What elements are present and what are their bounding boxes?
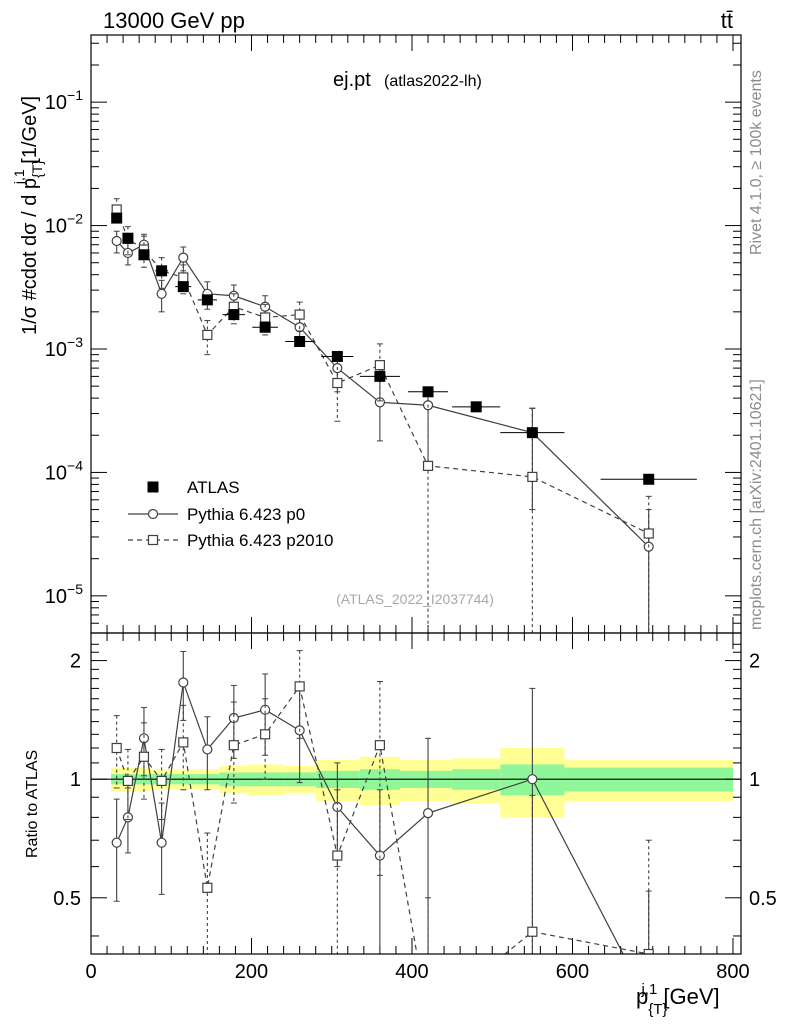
ratio-point — [202, 744, 213, 755]
main-y-tick-label: 10−2 — [45, 211, 83, 238]
ratio-point — [156, 775, 167, 787]
x-tick-label: 0 — [85, 961, 96, 983]
ratio-point — [228, 740, 239, 751]
ratio-y-tick-label: 1 — [70, 769, 81, 791]
atlas-point — [422, 386, 434, 398]
ratio-point — [122, 775, 134, 787]
legend-entry-label: ATLAS — [187, 478, 240, 497]
main-point — [156, 288, 167, 299]
ratio-series-line — [116, 682, 624, 954]
main-point — [178, 272, 189, 283]
main-point — [202, 329, 213, 341]
main-point — [374, 360, 385, 371]
ratio-point — [294, 681, 305, 692]
ratio-plot-frame — [90, 632, 742, 955]
main-y-tick-label: 10−5 — [45, 581, 83, 608]
main-point — [643, 528, 654, 539]
main-point — [294, 309, 305, 320]
main-point — [422, 460, 434, 471]
ratio-series-solid-circle — [111, 650, 652, 954]
atlas-point — [259, 321, 271, 333]
ratio-point — [111, 742, 122, 754]
legend: ATLAS Pythia 6.423 p0 Pythia 6.423 p2010 — [128, 478, 334, 550]
svg-text:p{T}j,1 [GeV]: p{T}j,1 [GeV] — [636, 981, 720, 1018]
ratio-y-tick-label: 2 — [70, 651, 81, 673]
ratio-series-layer — [111, 650, 654, 954]
ratio-point — [527, 926, 538, 937]
energy-label: 13000 GeV pp — [103, 8, 245, 33]
ratio-y-tick-label-right: 1 — [749, 769, 760, 791]
main-point — [178, 252, 189, 263]
x-tick-label: 200 — [235, 961, 268, 983]
legend-atlas-marker — [147, 481, 159, 493]
main-series-solid-circle — [111, 230, 654, 633]
atlas-point — [138, 249, 150, 261]
main-series-layer — [111, 198, 697, 634]
main-subtitle: (atlas2022-lh) — [384, 73, 482, 90]
ratio-point — [527, 774, 538, 785]
ratio-point — [332, 850, 343, 861]
ratio-y-axis-label: Ratio to ATLAS — [24, 750, 41, 858]
analysis-watermark: (ATLAS_2022_I2037744) — [336, 591, 494, 607]
atlas-point — [122, 232, 134, 244]
main-series-line — [116, 240, 650, 548]
mcplots-label: mcplots.cern.ch [arXiv:2401.10621] — [748, 379, 765, 630]
main-series-dashed-open-square — [111, 198, 654, 634]
ratio-series-dashed-open-square — [111, 650, 654, 954]
main-y-axis-label: 1/σ #cdot dσ / d p{T}j,1 [1/GeV] — [11, 96, 45, 335]
atlas-point — [374, 370, 386, 382]
rivet-label: Rivet 4.1.0, ≥ 100k events — [748, 70, 765, 255]
process-label: tt̄ — [721, 8, 733, 33]
atlas-point — [228, 309, 240, 321]
ratio-axis-ticks: 0.5 0.5 1 1 2 2 0 200 400 600 800 — [53, 633, 777, 983]
ratio-point — [374, 740, 385, 751]
atlas-data-points — [111, 212, 697, 485]
ratio-point — [138, 751, 150, 762]
atlas-point — [111, 212, 123, 224]
main-y-tick-label: 10−1 — [45, 87, 83, 114]
ratio-point — [260, 729, 271, 740]
legend-p0-marker — [147, 508, 159, 520]
svg-text:1/σ #cdot dσ / d p{T}j,1 [1/Ge: 1/σ #cdot dσ / d p{T}j,1 [1/GeV] — [11, 96, 45, 335]
legend-entry-label: Pythia 6.423 p0 — [187, 505, 305, 524]
main-axis-ticks: 10−5 10−4 10−3 10−2 10−1 — [45, 35, 741, 633]
atlas-point — [331, 350, 343, 362]
atlas-point — [177, 281, 189, 293]
atlas-point — [201, 294, 213, 306]
legend-p2010-marker — [147, 534, 159, 546]
x-tick-label: 600 — [556, 961, 589, 983]
ratio-y-tick-label-right: 2 — [749, 651, 760, 673]
ratio-y-tick-label: 0.5 — [53, 888, 81, 910]
main-y-tick-label: 10−4 — [45, 457, 83, 484]
atlas-point — [526, 427, 538, 439]
atlas-point — [294, 336, 306, 348]
x-tick-label: 800 — [716, 961, 749, 983]
main-title: ej.pt — [333, 69, 371, 91]
main-point — [374, 397, 385, 408]
x-axis-label: p{T}j,1 [GeV] — [636, 981, 720, 1018]
main-point — [111, 235, 122, 247]
legend-entry-label: Pythia 6.423 p2010 — [187, 531, 334, 550]
ratio-point — [643, 948, 654, 954]
main-point — [527, 471, 538, 482]
ratio-point — [156, 837, 167, 848]
x-tick-label: 400 — [395, 961, 428, 983]
main-y-tick-label: 10−3 — [45, 334, 83, 361]
ratio-y-tick-label-right: 0.5 — [749, 888, 777, 910]
ratio-point — [178, 737, 189, 748]
main-point — [332, 377, 343, 389]
main-point — [260, 312, 271, 323]
ratio-point — [178, 677, 189, 688]
atlas-point — [470, 401, 482, 413]
ratio-point — [202, 882, 213, 893]
ratio-point — [111, 837, 122, 848]
atlas-point — [643, 473, 655, 485]
atlas-point — [156, 265, 168, 277]
ratio-point — [422, 808, 434, 819]
ratio-uncertainty-bands — [91, 747, 741, 818]
